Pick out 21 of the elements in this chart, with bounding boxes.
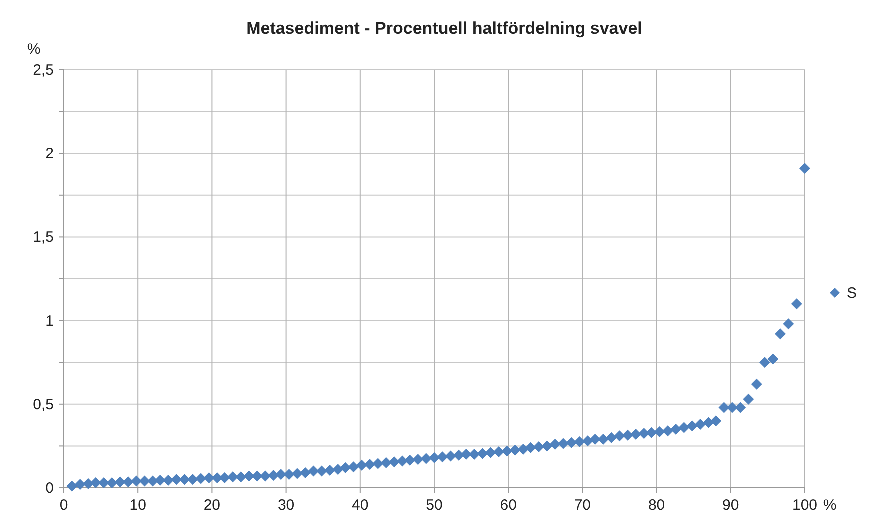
x-tick-label: 70 bbox=[574, 497, 592, 514]
x-tick-label: 20 bbox=[204, 497, 221, 514]
y-axis-title: % bbox=[27, 41, 41, 58]
x-tick-label: 0 bbox=[60, 497, 68, 514]
legend-label: S bbox=[847, 285, 858, 302]
y-tick-label: 2,5 bbox=[33, 62, 54, 79]
x-axis-title: % bbox=[823, 497, 837, 514]
y-tick-label: 0 bbox=[46, 480, 54, 497]
y-tick-label: 2 bbox=[46, 146, 54, 163]
x-tick-label: 90 bbox=[722, 497, 740, 514]
x-tick-label: 30 bbox=[278, 497, 295, 514]
x-tick-label: 10 bbox=[130, 497, 146, 514]
x-tick-label: 60 bbox=[500, 497, 517, 514]
y-tick-label: 0,5 bbox=[33, 396, 54, 414]
x-tick-label: 40 bbox=[352, 497, 369, 514]
x-tick-label: 50 bbox=[426, 497, 443, 514]
x-tick-label: 100 bbox=[792, 497, 818, 514]
x-tick-label: 80 bbox=[648, 497, 666, 514]
chart-title: Metasediment - Procentuell haltfördelning svavel bbox=[246, 19, 642, 38]
y-tick-label: 1,5 bbox=[33, 229, 54, 246]
y-tick-label: 1 bbox=[46, 312, 54, 330]
